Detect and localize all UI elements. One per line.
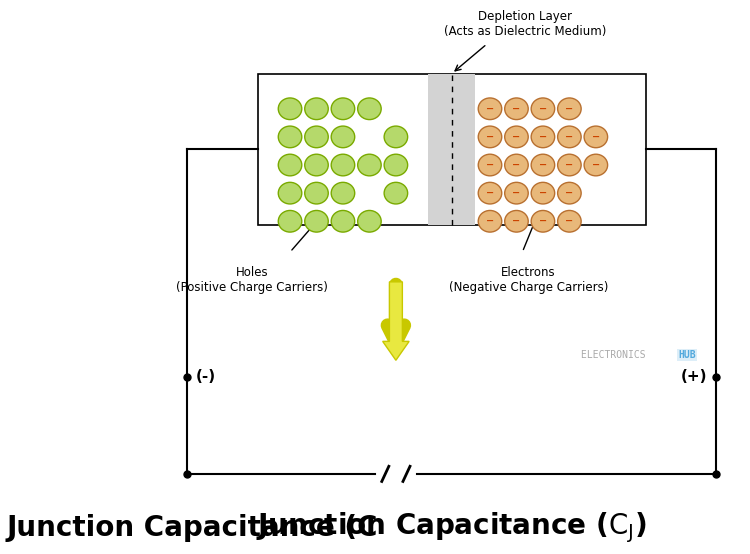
Circle shape	[584, 126, 608, 148]
Circle shape	[478, 126, 502, 148]
Circle shape	[278, 126, 302, 148]
Text: −: −	[592, 160, 600, 170]
Text: −: −	[486, 132, 494, 142]
Circle shape	[358, 98, 381, 120]
Text: −: −	[512, 104, 520, 114]
Text: −: −	[592, 132, 600, 142]
Circle shape	[384, 126, 408, 148]
Circle shape	[278, 211, 302, 232]
Text: Depletion Layer
(Acts as Dielectric Medium): Depletion Layer (Acts as Dielectric Medi…	[444, 11, 607, 38]
Circle shape	[358, 211, 381, 232]
Circle shape	[332, 211, 355, 232]
Bar	[258, 74, 646, 225]
Circle shape	[531, 98, 555, 120]
Circle shape	[558, 98, 581, 120]
Text: −: −	[538, 216, 547, 226]
Text: ELECTRONICS: ELECTRONICS	[581, 350, 652, 360]
Bar	[428, 74, 476, 225]
Text: −: −	[512, 132, 520, 142]
Circle shape	[478, 182, 502, 204]
FancyArrow shape	[382, 282, 410, 360]
Circle shape	[531, 126, 555, 148]
Circle shape	[278, 98, 302, 120]
Text: −: −	[538, 160, 547, 170]
Text: −: −	[538, 104, 547, 114]
Text: HUB: HUB	[678, 350, 696, 360]
Text: −: −	[566, 104, 574, 114]
Text: −: −	[566, 160, 574, 170]
Circle shape	[332, 126, 355, 148]
Circle shape	[558, 126, 581, 148]
Text: (-): (-)	[196, 369, 216, 384]
Circle shape	[531, 211, 555, 232]
Circle shape	[505, 211, 528, 232]
Circle shape	[304, 154, 328, 176]
Circle shape	[558, 211, 581, 232]
Circle shape	[478, 211, 502, 232]
Circle shape	[505, 182, 528, 204]
Text: −: −	[486, 188, 494, 198]
Circle shape	[304, 126, 328, 148]
Text: −: −	[486, 160, 494, 170]
Text: −: −	[486, 104, 494, 114]
Circle shape	[584, 154, 608, 176]
Circle shape	[505, 126, 528, 148]
Circle shape	[332, 98, 355, 120]
Text: Junction Capacitance ($\mathsf{C_J}$): Junction Capacitance ($\mathsf{C_J}$)	[256, 511, 647, 545]
Circle shape	[531, 154, 555, 176]
Text: −: −	[486, 216, 494, 226]
Circle shape	[531, 182, 555, 204]
Text: Electrons
(Negative Charge Carriers): Electrons (Negative Charge Carriers)	[448, 265, 608, 294]
Circle shape	[478, 154, 502, 176]
Circle shape	[332, 154, 355, 176]
Circle shape	[505, 98, 528, 120]
Text: −: −	[566, 216, 574, 226]
Circle shape	[278, 182, 302, 204]
Circle shape	[304, 182, 328, 204]
Circle shape	[384, 154, 408, 176]
Circle shape	[558, 182, 581, 204]
Circle shape	[332, 182, 355, 204]
Circle shape	[304, 211, 328, 232]
Circle shape	[505, 154, 528, 176]
Circle shape	[558, 154, 581, 176]
Circle shape	[478, 98, 502, 120]
Text: −: −	[512, 216, 520, 226]
Text: −: −	[512, 188, 520, 198]
Text: −: −	[538, 188, 547, 198]
Circle shape	[358, 154, 381, 176]
Text: −: −	[566, 132, 574, 142]
Text: −: −	[566, 188, 574, 198]
Text: (+): (+)	[681, 369, 707, 384]
Text: Holes
(Positive Charge Carriers): Holes (Positive Charge Carriers)	[176, 265, 328, 294]
Text: −: −	[512, 160, 520, 170]
Text: −: −	[538, 132, 547, 142]
Circle shape	[278, 154, 302, 176]
Text: Junction Capacitance (C: Junction Capacitance (C	[7, 514, 378, 542]
Circle shape	[304, 98, 328, 120]
Circle shape	[384, 182, 408, 204]
